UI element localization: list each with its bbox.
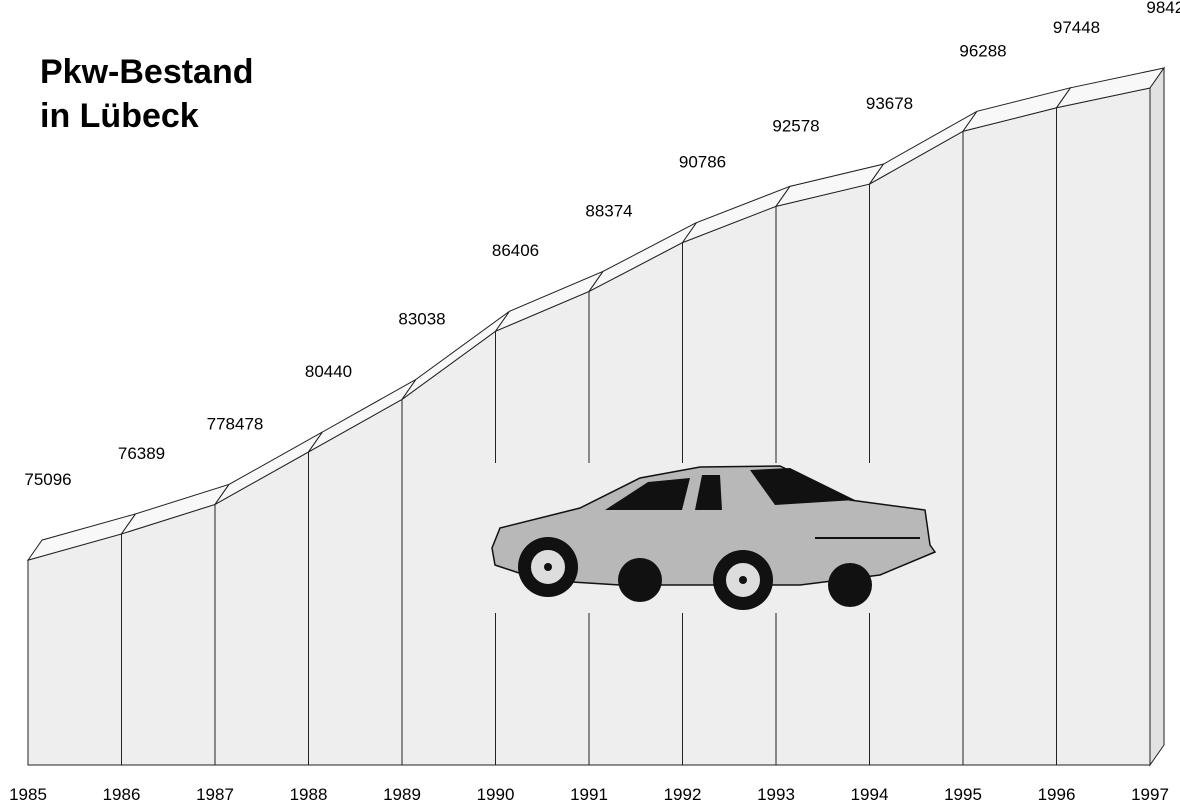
car-window — [750, 468, 855, 505]
data-label: 90786 — [679, 153, 726, 172]
data-label: 83038 — [398, 309, 445, 328]
car-wheel — [828, 563, 872, 607]
x-tick-label: 1990 — [477, 785, 515, 804]
x-tick-label: 1992 — [664, 785, 702, 804]
x-tick-label: 1991 — [570, 785, 608, 804]
data-label: 96288 — [959, 41, 1006, 60]
data-label: 80440 — [305, 362, 352, 381]
x-tick-label: 1987 — [196, 785, 234, 804]
chart-title: Pkw-Bestand in Lübeck — [40, 53, 254, 135]
x-tick-label: 1986 — [103, 785, 141, 804]
data-label: 98426 — [1146, 0, 1180, 17]
data-label: 93678 — [866, 94, 913, 113]
x-tick-label: 1988 — [290, 785, 328, 804]
data-label: 97448 — [1053, 18, 1100, 37]
car-hub — [544, 563, 552, 571]
data-label: 86406 — [492, 241, 539, 260]
x-tick-label: 1993 — [757, 785, 795, 804]
car-illustration — [470, 463, 950, 613]
car-window — [695, 475, 722, 510]
area-side — [1149, 66, 1165, 767]
x-tick-label: 1996 — [1038, 785, 1076, 804]
x-tick-label: 1989 — [383, 785, 421, 804]
car-hub — [739, 576, 747, 584]
data-label: 92578 — [772, 116, 819, 135]
car-wheel — [618, 558, 662, 602]
data-label: 88374 — [585, 201, 632, 220]
x-tick-label: 1994 — [851, 785, 889, 804]
data-label: 76389 — [118, 444, 165, 463]
x-tick-label: 1997 — [1131, 785, 1169, 804]
x-tick-label: 1995 — [944, 785, 982, 804]
data-label: 75096 — [24, 470, 71, 489]
data-label: 778478 — [207, 414, 264, 433]
x-tick-label: 1985 — [9, 785, 47, 804]
car-window — [605, 478, 690, 510]
